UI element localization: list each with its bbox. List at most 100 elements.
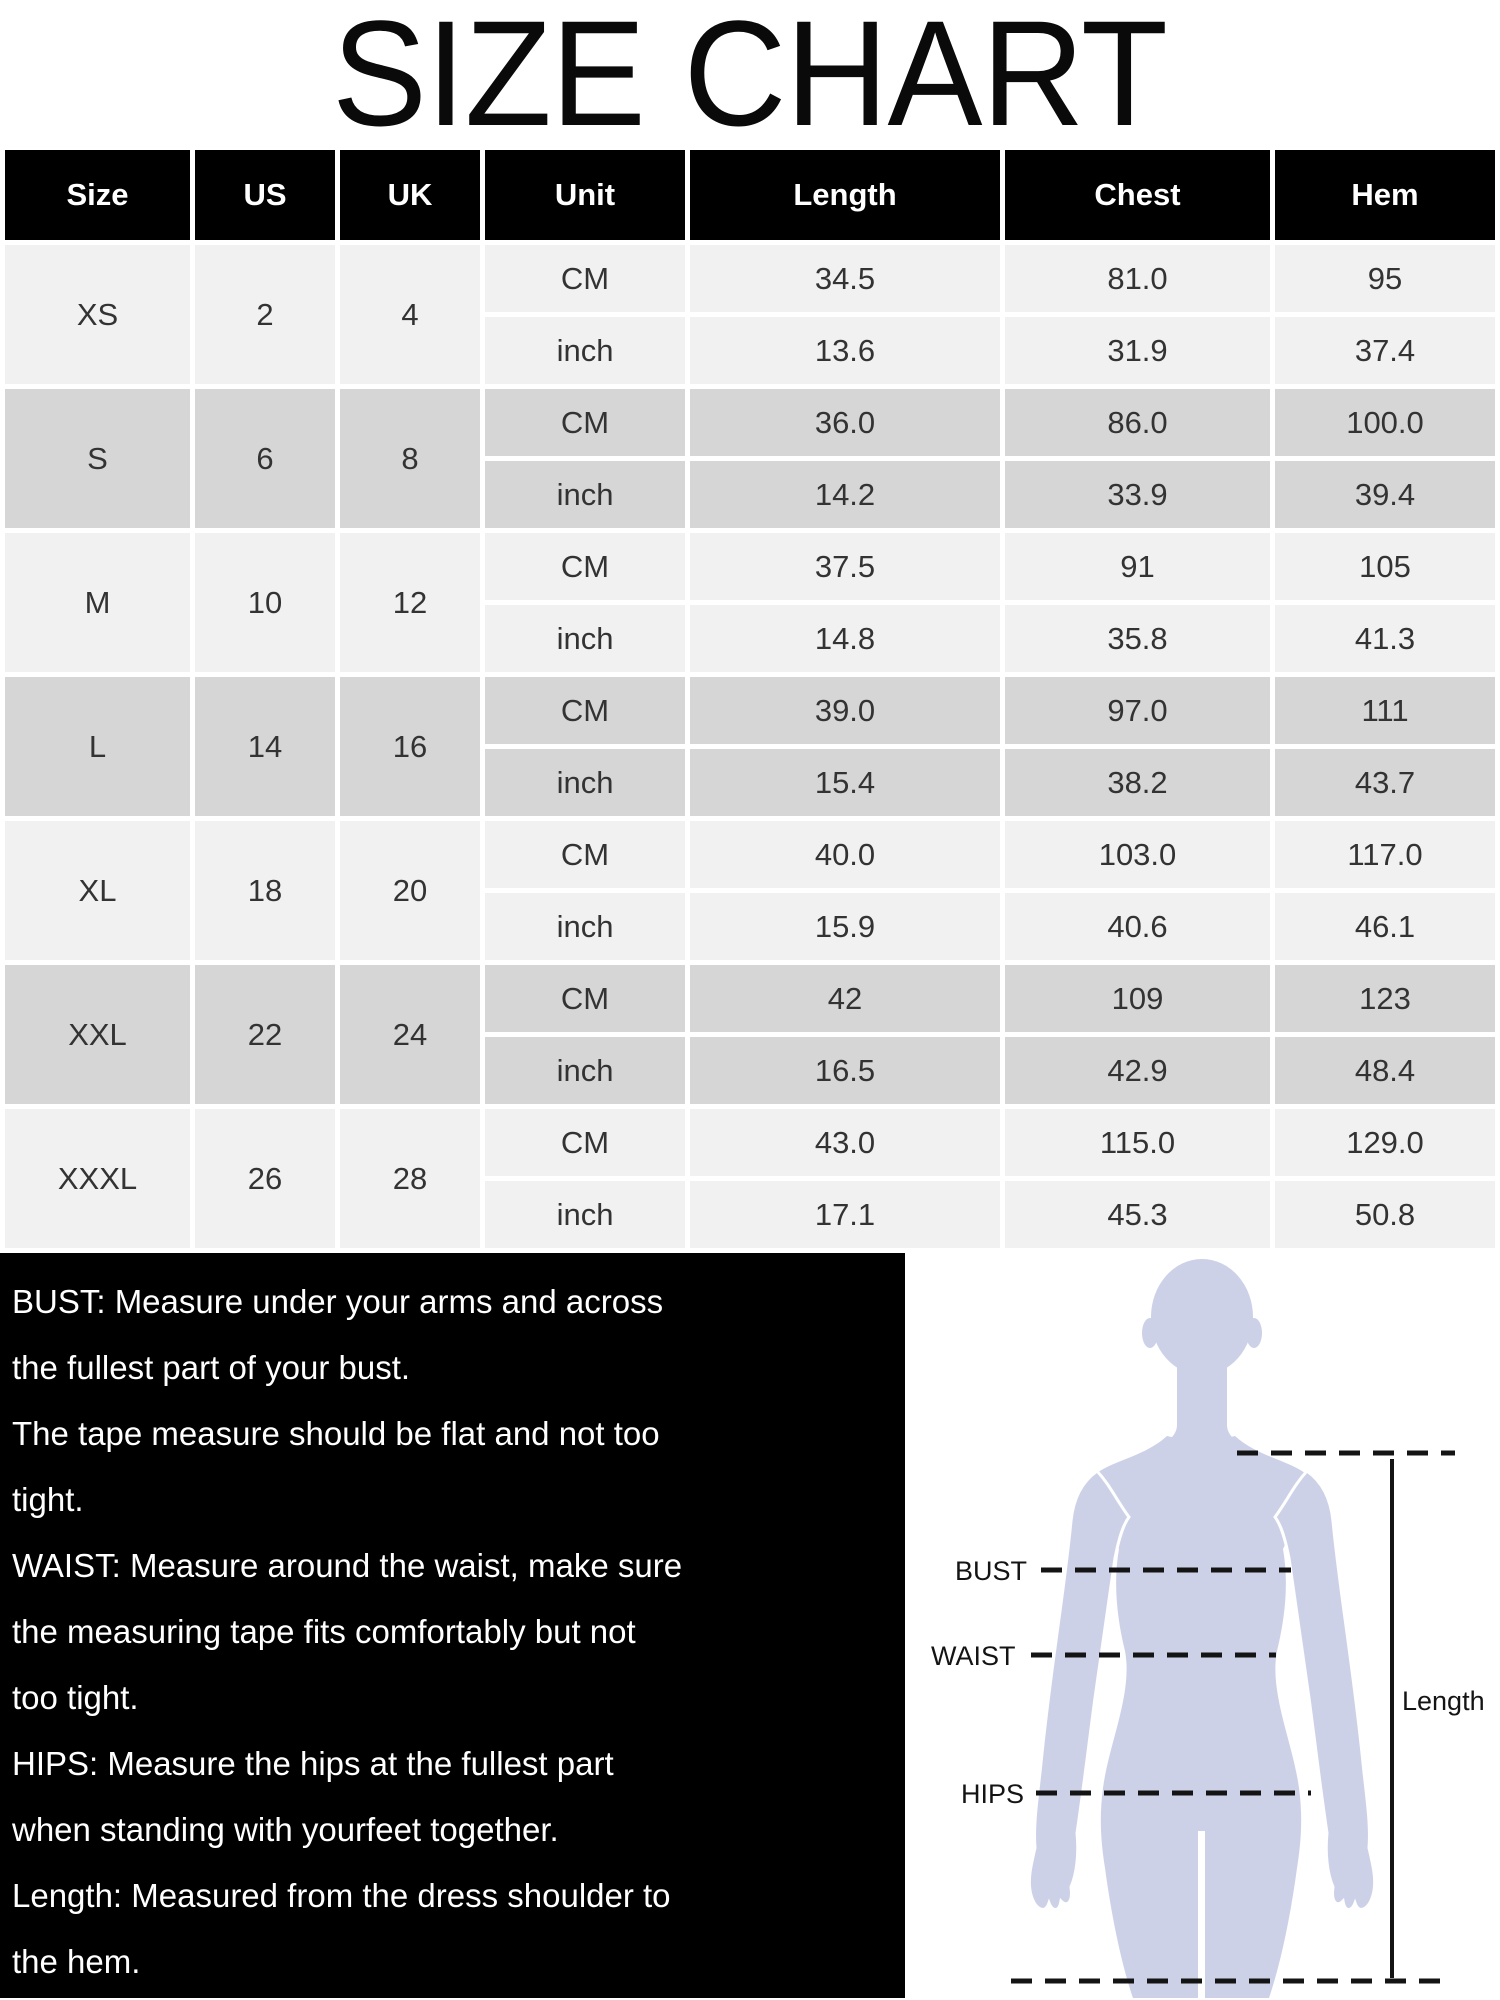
hem-inch-cell: 37.4	[1275, 317, 1495, 384]
uk-cell: 12	[340, 533, 480, 672]
uk-cell: 24	[340, 965, 480, 1104]
instruction-line: HIPS: Measure the hips at the fullest pa…	[12, 1745, 614, 1782]
size-cell: XXXL	[5, 1109, 190, 1248]
column-header-size: Size	[5, 150, 190, 240]
instruction-line: BUST: Measure under your arms and across	[12, 1283, 664, 1320]
unit-cm-cell: CM	[485, 245, 685, 312]
unit-inch-cell: inch	[485, 893, 685, 960]
chest-inch-cell: 38.2	[1005, 749, 1270, 816]
us-cell: 6	[195, 389, 335, 528]
unit-inch-cell: inch	[485, 461, 685, 528]
size-table-body: XS 2 4 CM 34.5 81.0 95 inch 13.6 31.9 37.4 S 6 8 CM 36.…	[5, 245, 1495, 1248]
length-cm-cell: 34.5	[690, 245, 1000, 312]
chest-inch-cell: 45.3	[1005, 1181, 1270, 1248]
hem-cm-cell: 117.0	[1275, 821, 1495, 888]
us-cell: 26	[195, 1109, 335, 1248]
hem-cm-cell: 100.0	[1275, 389, 1495, 456]
size-row-s-inch: inch 14.2 33.9 39.4	[5, 461, 1495, 528]
measurement-lines	[1011, 1450, 1455, 1984]
instruction-line: the measuring tape fits comfortably but …	[12, 1613, 636, 1650]
size-cell: L	[5, 677, 190, 816]
size-cell: S	[5, 389, 190, 528]
size-row-xs-cm: XS 2 4 CM 34.5 81.0 95	[5, 245, 1495, 384]
hem-inch-cell: 41.3	[1275, 605, 1495, 672]
size-row-xxl-cm: XXL 22 24 CM 42 109 123	[5, 965, 1495, 1104]
unit-inch-cell: inch	[485, 317, 685, 384]
size-row-xxxl-cm: XXXL 26 28 CM 43.0 115.0 129.0	[5, 1109, 1495, 1248]
us-cell: 10	[195, 533, 335, 672]
hem-inch-cell: 50.8	[1275, 1181, 1495, 1248]
size-row-l-inch: inch 15.4 38.2 43.7	[5, 749, 1495, 816]
instruction-line: too tight.	[12, 1679, 139, 1716]
hem-cm-cell: 123	[1275, 965, 1495, 1032]
us-cell: 14	[195, 677, 335, 816]
size-row-l-cm: L 14 16 CM 39.0 97.0 111	[5, 677, 1495, 816]
measurement-diagram: BUST WAIST HIPS Length	[905, 1253, 1500, 1998]
size-row-xxxl-inch: inch 17.1 45.3 50.8	[5, 1181, 1495, 1248]
column-header-hem: Hem	[1275, 150, 1495, 240]
hem-cm-cell: 105	[1275, 533, 1495, 600]
chest-cm-cell: 115.0	[1005, 1109, 1270, 1176]
waist-label: WAIST	[931, 1641, 1016, 1671]
instruction-line: WAIST: Measure around the waist, make su…	[12, 1547, 683, 1584]
instruction-line: when standing with yourfeet together.	[12, 1811, 559, 1848]
length-cm-cell: 39.0	[690, 677, 1000, 744]
size-row-s-cm: S 6 8 CM 36.0 86.0 100.0	[5, 389, 1495, 528]
size-cell: XS	[5, 245, 190, 384]
uk-cell: 20	[340, 821, 480, 960]
column-header-uk: UK	[340, 150, 480, 240]
size-cell: XL	[5, 821, 190, 960]
instruction-line: The tape measure should be flat and not …	[12, 1415, 660, 1452]
length-cm-cell: 37.5	[690, 533, 1000, 600]
bottom-section: BUST: Measure under your arms and across…	[0, 1253, 1500, 1998]
uk-cell: 16	[340, 677, 480, 816]
instruction-line: Length: Measured from the dress shoulder…	[12, 1877, 671, 1914]
measurement-instructions: BUST: Measure under your arms and across…	[0, 1253, 905, 1998]
chest-cm-cell: 81.0	[1005, 245, 1270, 312]
chest-inch-cell: 33.9	[1005, 461, 1270, 528]
chest-cm-cell: 91	[1005, 533, 1270, 600]
page-title: SIZE CHART	[0, 0, 1500, 157]
length-inch-cell: 16.5	[690, 1037, 1000, 1104]
unit-inch-cell: inch	[485, 1181, 685, 1248]
unit-cm-cell: CM	[485, 965, 685, 1032]
chest-inch-cell: 42.9	[1005, 1037, 1270, 1104]
leg-divider	[1198, 1831, 1205, 1998]
unit-cm-cell: CM	[485, 533, 685, 600]
hips-label: HIPS	[961, 1779, 1024, 1809]
unit-inch-cell: inch	[485, 605, 685, 672]
chest-cm-cell: 109	[1005, 965, 1270, 1032]
length-inch-cell: 15.4	[690, 749, 1000, 816]
column-header-chest: Chest	[1005, 150, 1270, 240]
uk-cell: 8	[340, 389, 480, 528]
chest-cm-cell: 103.0	[1005, 821, 1270, 888]
size-row-m-cm: M 10 12 CM 37.5 91 105	[5, 533, 1495, 672]
hem-inch-cell: 46.1	[1275, 893, 1495, 960]
body-silhouette-diagram: BUST WAIST HIPS Length	[931, 1259, 1485, 1998]
size-table-header-row: Size US UK Unit Length Chest Hem	[5, 150, 1495, 240]
hem-inch-cell: 39.4	[1275, 461, 1495, 528]
size-table: Size US UK Unit Length Chest Hem XS 2 4 CM 34.5 81.…	[0, 145, 1500, 1253]
chest-cm-cell: 86.0	[1005, 389, 1270, 456]
uk-cell: 28	[340, 1109, 480, 1248]
unit-cm-cell: CM	[485, 677, 685, 744]
column-header-unit: Unit	[485, 150, 685, 240]
bust-label: BUST	[955, 1556, 1027, 1586]
length-inch-cell: 15.9	[690, 893, 1000, 960]
silhouette	[1027, 1259, 1377, 1998]
length-cm-cell: 40.0	[690, 821, 1000, 888]
page-title-text: SIZE CHART	[332, 0, 1168, 157]
length-inch-cell: 14.8	[690, 605, 1000, 672]
length-cm-cell: 42	[690, 965, 1000, 1032]
uk-cell: 4	[340, 245, 480, 384]
length-inch-cell: 14.2	[690, 461, 1000, 528]
size-cell: M	[5, 533, 190, 672]
us-cell: 2	[195, 245, 335, 384]
hem-cm-cell: 111	[1275, 677, 1495, 744]
chest-inch-cell: 40.6	[1005, 893, 1270, 960]
length-inch-cell: 17.1	[690, 1181, 1000, 1248]
instruction-line: the fullest part of your bust.	[12, 1349, 411, 1386]
length-label: Length	[1402, 1686, 1485, 1716]
instruction-line: the hem.	[12, 1943, 141, 1980]
